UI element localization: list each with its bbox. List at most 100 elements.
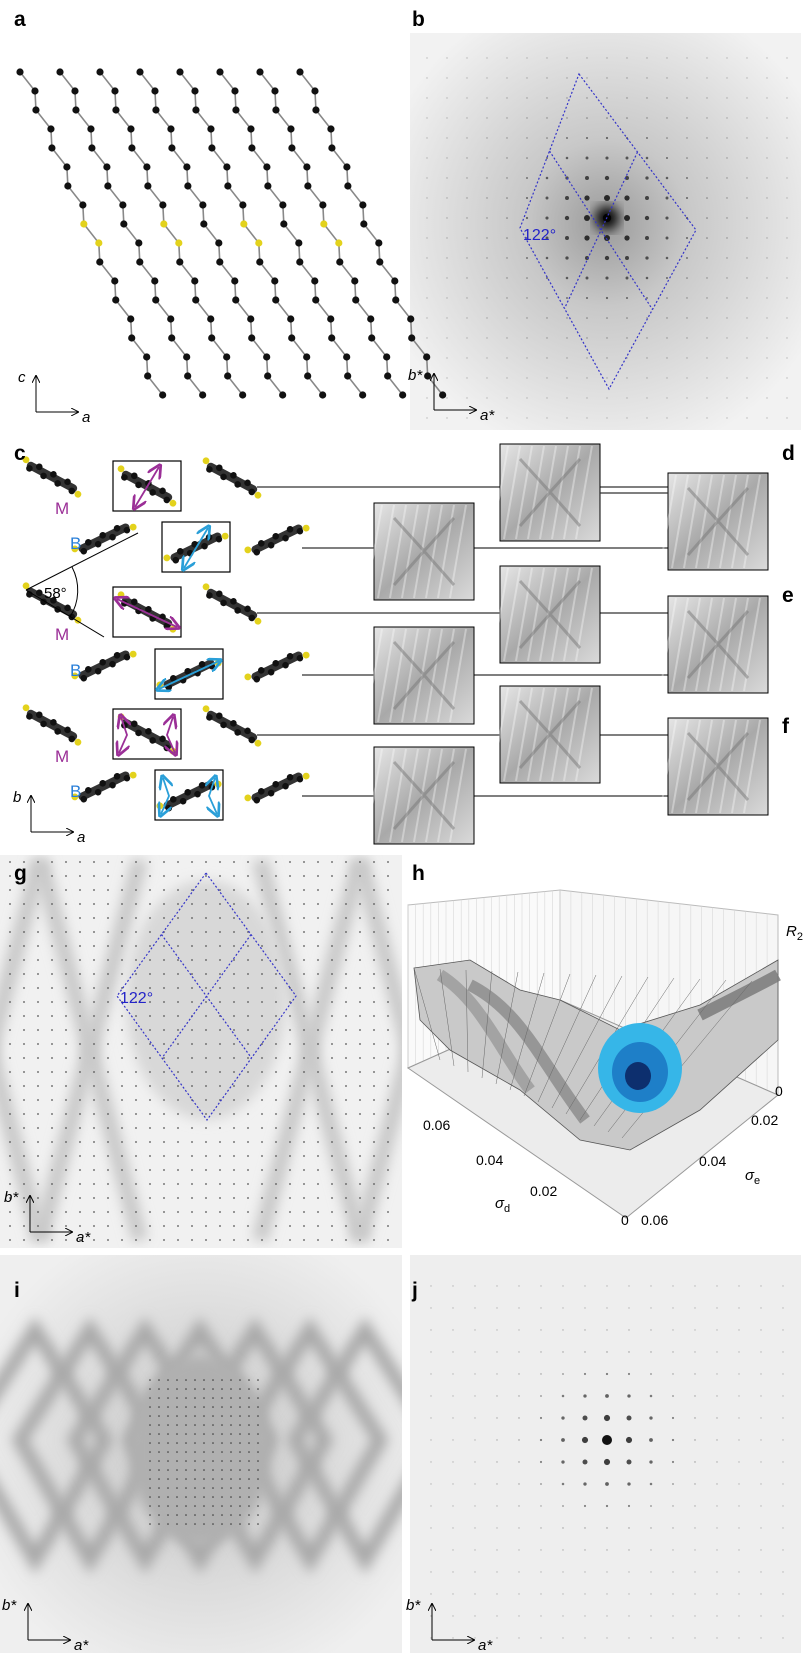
diffraction-spot — [37, 1057, 39, 1059]
diffraction-spot — [650, 1527, 651, 1528]
diffraction-spot — [518, 1637, 519, 1638]
diffraction-spot — [158, 1415, 160, 1417]
diffraction-spot — [586, 97, 587, 98]
diffraction-spot — [257, 1478, 259, 1480]
diffraction-spot — [303, 1239, 305, 1241]
diffraction-spot — [672, 1395, 674, 1397]
diffraction-spot — [167, 1388, 169, 1390]
diffraction-spot — [317, 1197, 319, 1199]
diffraction-spot — [626, 77, 627, 78]
diffraction-spot — [628, 1637, 629, 1638]
diffraction-spot — [23, 1141, 25, 1143]
diffraction-spot — [79, 1127, 81, 1129]
diffraction-spot — [672, 1593, 673, 1594]
diffraction-spot — [387, 1141, 389, 1143]
diffraction-spot — [666, 117, 667, 118]
diffraction-spot — [486, 177, 487, 178]
diffraction-spot — [387, 1183, 389, 1185]
diffraction-spot — [230, 1469, 232, 1471]
diffraction-spot — [716, 1329, 717, 1330]
diffraction-spot — [163, 1127, 165, 1129]
diffraction-spot — [566, 337, 567, 338]
diffraction-spot — [331, 1057, 333, 1059]
diffraction-spot — [247, 1239, 249, 1241]
diffraction-spot — [37, 1085, 39, 1087]
diffraction-spot — [79, 1015, 81, 1017]
atom — [224, 182, 231, 189]
diffraction-spot — [706, 217, 708, 219]
atom — [375, 239, 382, 246]
diffraction-spot — [726, 177, 727, 178]
page-body: a b c d e f g h i j 122° 122° 58° 0.06 0… — [0, 0, 806, 1653]
diffraction-spot — [782, 1395, 783, 1396]
diffraction-spot — [176, 1433, 178, 1435]
diffraction-spot — [261, 973, 263, 975]
atom — [119, 201, 126, 208]
diffraction-spot — [158, 1487, 160, 1489]
diffraction-spot — [121, 973, 123, 975]
diffraction-spot — [726, 97, 727, 98]
diffraction-spot — [248, 1379, 250, 1381]
diffraction-spot — [486, 257, 487, 258]
diffraction-spot — [247, 1127, 249, 1129]
diffraction-spot — [107, 875, 109, 877]
diffraction-spot — [446, 157, 447, 158]
diffraction-spot — [219, 1085, 221, 1087]
diffraction-spot — [586, 117, 588, 119]
diffraction-spot — [738, 1439, 739, 1440]
atom — [143, 163, 150, 170]
atom — [127, 315, 134, 322]
diffraction-spot — [426, 397, 427, 398]
diffraction-spot — [9, 1029, 11, 1031]
diffraction-spot — [23, 973, 25, 975]
diffraction-spot — [247, 1211, 249, 1213]
diffraction-spot — [706, 57, 707, 58]
axis-label: c — [18, 369, 26, 386]
diffraction-spot — [93, 1225, 95, 1227]
diffraction-spot — [233, 973, 235, 975]
diffraction-spot — [219, 1155, 221, 1157]
diffraction-spot — [247, 875, 249, 877]
diffraction-spot — [452, 1615, 453, 1616]
diffraction-spot — [373, 1197, 375, 1199]
atom — [311, 87, 318, 94]
diffraction-spot — [176, 1415, 178, 1417]
diffraction-spot — [185, 1487, 187, 1489]
diffraction-spot — [205, 1099, 207, 1101]
diffraction-spot — [584, 1373, 586, 1375]
axis-label: a* — [478, 1637, 493, 1653]
diffraction-spot — [526, 77, 527, 78]
diffraction-spot — [760, 1593, 761, 1594]
diffraction-spot — [426, 337, 427, 338]
diffraction-spot — [257, 1424, 259, 1426]
diffraction-spot — [289, 1169, 291, 1171]
diffraction-spot — [606, 317, 608, 319]
diffraction-spot — [194, 1397, 196, 1399]
atom — [232, 296, 239, 303]
diffraction-spot — [373, 1029, 375, 1031]
diffraction-spot — [261, 1001, 263, 1003]
diffraction-spot — [540, 1527, 541, 1528]
diffraction-spot — [176, 1478, 178, 1480]
diffraction-spot — [562, 1307, 563, 1308]
diffraction-spot — [51, 1239, 53, 1241]
diffraction-spot — [628, 1593, 629, 1594]
diffraction-spot — [233, 903, 235, 905]
diffraction-spot — [135, 1141, 137, 1143]
diffraction-spot — [387, 1239, 389, 1241]
diffraction-spot — [373, 987, 375, 989]
diffraction-spot — [261, 1015, 263, 1017]
diffraction-spot — [626, 397, 627, 398]
axis-label: b* — [4, 1189, 19, 1206]
diffraction-spot — [135, 1085, 137, 1087]
diffraction-spot — [51, 973, 53, 975]
diffraction-spot — [606, 357, 607, 358]
molecule-label: B — [70, 661, 81, 680]
diffraction-spot — [760, 1351, 761, 1352]
diffraction-spot — [446, 117, 447, 118]
diffraction-spot — [219, 1141, 221, 1143]
diffraction-spot — [93, 1085, 95, 1087]
diffraction-spot — [177, 1141, 179, 1143]
diffraction-spot — [121, 1085, 123, 1087]
atom — [128, 144, 135, 151]
